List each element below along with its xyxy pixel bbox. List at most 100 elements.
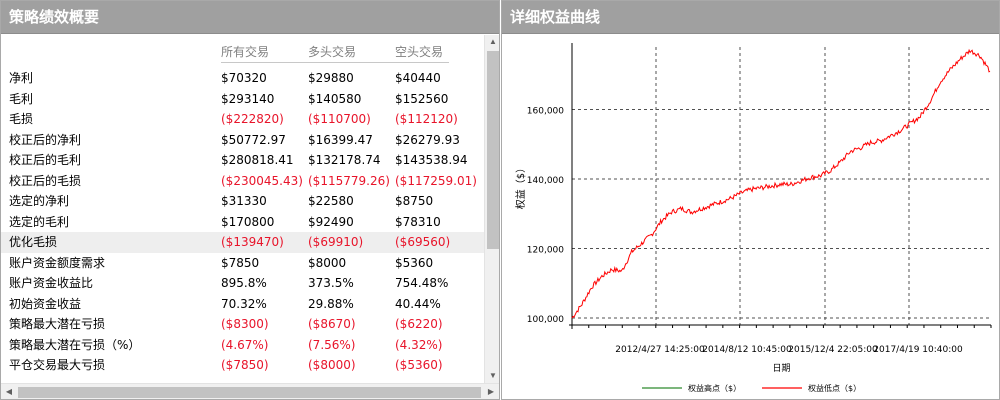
value-short-trades: ($69560) <box>395 235 451 249</box>
value-long-trades: ($69910) <box>308 235 364 249</box>
value-short-trades: $40440 <box>395 71 441 85</box>
table-row[interactable]: 净利 $70320 $29880 $40440 <box>1 68 484 89</box>
scroll-up-arrow-icon[interactable]: ▲ <box>489 37 497 46</box>
value-all-trades: ($222820) <box>221 112 284 126</box>
value-all-trades: ($8300) <box>221 317 269 331</box>
value-all-trades: 895.8% <box>221 276 267 290</box>
value-all-trades: $31330 <box>221 194 267 208</box>
scroll-left-arrow-icon[interactable]: ◀ <box>5 387 13 396</box>
value-all-trades: ($139470) <box>221 235 284 249</box>
table-row[interactable]: 策略最大潜在亏损（%） (4.67%) (7.56%) (4.32%) <box>1 335 484 356</box>
value-long-trades: (7.56%) <box>308 337 356 352</box>
row-label: 净利 <box>9 71 34 85</box>
vertical-scroll-thumb[interactable] <box>487 51 499 249</box>
table-row[interactable]: 毛损 ($222820) ($110700) ($112120) <box>1 109 484 130</box>
header-divider <box>221 62 449 63</box>
row-label: 账户资金额度需求 <box>9 255 106 270</box>
column-header-all-trades[interactable]: 所有交易 <box>221 45 270 59</box>
value-long-trades: $92490 <box>308 214 354 229</box>
value-short-trades: $26279.93 <box>395 132 460 147</box>
value-short-trades: $78310 <box>395 214 441 229</box>
scroll-right-arrow-icon[interactable]: ▶ <box>487 387 495 396</box>
row-label: 账户资金收益比 <box>9 276 94 290</box>
y-tick-label: 120,000 <box>527 246 564 256</box>
row-label: 校正后的毛利 <box>9 153 82 167</box>
value-long-trades: $140580 <box>308 91 362 106</box>
equity-curve-chart: 100,000 120,000 140,000 160,000 2012/4/27 14… <box>502 35 999 399</box>
table-row[interactable]: 平仓交易最大亏损 ($7850) ($8000) ($5360) <box>1 355 484 376</box>
table-row[interactable]: 选定的净利 $31330 $22580 $8750 <box>1 191 484 212</box>
value-long-trades: $8000 <box>308 255 347 270</box>
row-label: 优化毛损 <box>9 235 58 249</box>
value-short-trades: $8750 <box>395 194 434 208</box>
table-row[interactable]: 校正后的净利 $50772.97 $16399.47 $26279.93 <box>1 130 484 151</box>
value-all-trades: ($230045.43) <box>221 173 303 188</box>
value-long-trades: ($8670) <box>308 317 356 331</box>
value-long-trades: $22580 <box>308 194 354 208</box>
value-short-trades: 754.48% <box>395 276 449 290</box>
value-short-trades: ($6220) <box>395 317 443 331</box>
value-long-trades: 29.88% <box>308 296 354 311</box>
y-tick-label: 160,000 <box>527 107 564 117</box>
vertical-scrollbar[interactable]: ▲ ▼ <box>484 35 499 383</box>
scroll-down-arrow-icon[interactable]: ▼ <box>489 371 497 380</box>
legend-label-equity-high: 权益高点（$） <box>688 383 741 393</box>
horizontal-scroll-thumb[interactable] <box>18 387 481 398</box>
performance-summary-title: 策略绩效概要 <box>1 1 499 34</box>
y-tick-label: 140,000 <box>527 176 564 186</box>
value-short-trades: ($117259.01) <box>395 173 477 188</box>
value-short-trades: (4.32%) <box>395 337 443 352</box>
value-short-trades: $152560 <box>395 91 449 106</box>
legend-label-equity-low: 权益低点（$） <box>808 383 861 393</box>
value-all-trades: 70.32% <box>221 296 267 311</box>
performance-summary-table: 所有交易 多头交易 空头交易 净利 $70320 $29880 $40440 毛利 $29… <box>1 35 484 383</box>
value-short-trades: 40.44% <box>395 296 441 311</box>
column-header-long-trades[interactable]: 多头交易 <box>308 45 357 59</box>
value-short-trades: ($5360) <box>395 358 443 372</box>
value-all-trades: $7850 <box>221 255 260 270</box>
value-short-trades: ($112120) <box>395 112 458 126</box>
table-row[interactable]: 账户资金额度需求 $7850 $8000 $5360 <box>1 253 484 274</box>
value-long-trades: ($110700) <box>308 112 371 126</box>
table-row[interactable]: 校正后的毛利 $280818.41 $132178.74 $143538.94 <box>1 150 484 171</box>
equity-low-series-line <box>571 48 991 319</box>
row-label: 校正后的净利 <box>9 132 82 147</box>
table-header-row: 所有交易 多头交易 空头交易 <box>1 35 484 63</box>
horizontal-scrollbar[interactable]: ◀ ▶ <box>1 383 499 399</box>
x-axis-title: 日期 <box>772 363 790 374</box>
value-all-trades: ($7850) <box>221 358 269 372</box>
table-row[interactable]: 策略最大潜在亏损 ($8300) ($8670) ($6220) <box>1 314 484 335</box>
x-tick-label: 2015/12/4 22:05:00 <box>788 345 878 355</box>
value-long-trades: ($8000) <box>308 358 356 372</box>
value-long-trades: $29880 <box>308 71 354 85</box>
x-tick-label: 2012/4/27 14:25:00 <box>615 345 705 355</box>
row-label: 校正后的毛损 <box>9 173 82 188</box>
value-long-trades: 373.5% <box>308 276 354 290</box>
value-short-trades: $143538.94 <box>395 153 468 167</box>
table-row[interactable]: 选定的毛利 $170800 $92490 $78310 <box>1 212 484 233</box>
row-label: 策略最大潜在亏损（%） <box>9 337 141 352</box>
value-long-trades: $132178.74 <box>308 153 381 167</box>
value-all-trades: $70320 <box>221 71 267 85</box>
equity-curve-svg: 100,000 120,000 140,000 160,000 2012/4/27 14… <box>514 43 992 393</box>
x-tick-label: 2014/8/12 10:45:00 <box>702 345 792 355</box>
value-all-trades: (4.67%) <box>221 337 269 352</box>
column-header-short-trades[interactable]: 空头交易 <box>395 45 444 59</box>
x-tick-label: 2017/4/19 10:40:00 <box>873 345 963 355</box>
table-row[interactable]: 毛利 $293140 $140580 $152560 <box>1 89 484 110</box>
value-all-trades: $280818.41 <box>221 153 294 167</box>
equity-curve-panel: 详细权益曲线 100,000 120,000 140,000 160,000 2012/… <box>501 0 1000 400</box>
table-row[interactable]: 校正后的毛损 ($230045.43) ($115779.26) ($117259.0… <box>1 171 484 192</box>
table-row[interactable]: 初始资金收益 70.32% 29.88% 40.44% <box>1 294 484 315</box>
row-label: 毛利 <box>9 91 34 106</box>
value-long-trades: ($115779.26) <box>308 173 390 188</box>
y-axis-title: 权益（$） <box>514 163 527 209</box>
row-label: 毛损 <box>9 112 34 126</box>
row-label: 初始资金收益 <box>9 296 82 311</box>
performance-summary-panel: 策略绩效概要 所有交易 多头交易 空头交易 净利 $70320 $29880 $404… <box>0 0 500 400</box>
table-row[interactable]: 优化毛损 ($139470) ($69910) ($69560) <box>1 232 484 253</box>
value-all-trades: $50772.97 <box>221 132 286 147</box>
value-short-trades: $5360 <box>395 255 434 270</box>
row-label: 平仓交易最大亏损 <box>9 358 106 372</box>
table-row[interactable]: 账户资金收益比 895.8% 373.5% 754.48% <box>1 273 484 294</box>
